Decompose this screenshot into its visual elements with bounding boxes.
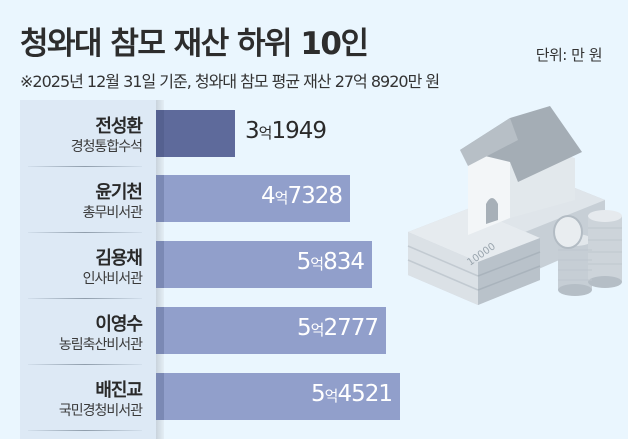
bar-edge [156,307,164,354]
value-eok: 5 [296,249,312,275]
row-divider [28,298,142,299]
bar-edge [156,175,164,222]
value-eok: 4 [261,183,276,209]
value-eok-unit: 억 [258,124,273,142]
value-eok: 5 [311,381,326,407]
unit-label: 단위: 만 원 [535,46,603,64]
value-man: 2777 [323,315,379,341]
person-role: 인사비서관 [82,271,143,287]
person-name: 김용채 [95,248,143,269]
house-money-coins-icon: 10000 [407,106,622,305]
chart-title: 청와대 참모 재산 하위 10인 [20,26,369,62]
chart-subtitle: ※2025년 12월 31일 기준, 청와대 참모 평균 재산 27억 8920… [20,72,440,91]
row-divider [28,364,142,365]
person-role: 농림축산비서관 [58,337,143,353]
value-eok-unit: 억 [324,387,339,405]
row-label: 전성환 경청통합수석 [20,100,156,167]
bar-bae-jingyo: 5억4521 [156,373,400,420]
value-eok-unit: 억 [310,255,324,273]
person-name: 배진교 [95,380,143,401]
bar-jeon-seonghwan [156,110,235,157]
value-eok: 5 [297,315,312,341]
bar-value-label: 3억1949 [245,118,327,144]
value-man: 834 [323,249,365,275]
person-role: 경청통합수석 [70,139,143,155]
person-name: 전성환 [95,116,143,137]
value-man: 4521 [337,381,393,407]
person-role: 국민경청비서관 [58,403,143,419]
row-label: 이영수 농림축산비서관 [20,298,156,365]
value-man: 7328 [287,183,343,209]
row-label: 윤기천 총무비서관 [20,166,156,233]
value-eok-unit: 억 [310,321,325,339]
bar-edge [156,373,164,420]
bar-edge [156,241,164,288]
bar-value-label: 5억834 [296,249,365,275]
bar-edge [156,110,164,157]
person-name: 이영수 [95,314,143,335]
label-panel [20,100,156,439]
bar-kim-yongchae: 5억834 [156,241,372,288]
row-label: 배진교 국민경청비서관 [20,364,156,431]
bar-yun-gicheon: 4억7328 [156,175,350,222]
row-divider [28,232,142,233]
row-label: 김용채 인사비서관 [20,232,156,299]
row-divider [28,166,142,167]
bar-value-label: 5억2777 [297,315,379,341]
bar-value-label: 4억7328 [261,183,343,209]
row-divider [28,430,142,431]
value-eok-unit: 억 [274,189,289,207]
value-man: 1949 [271,118,327,144]
person-name: 윤기천 [95,182,143,203]
bar-lee-yeongsu: 5억2777 [156,307,386,354]
bar-value-label: 5억4521 [311,381,393,407]
value-eok: 3 [245,118,260,144]
person-role: 총무비서관 [82,205,143,221]
